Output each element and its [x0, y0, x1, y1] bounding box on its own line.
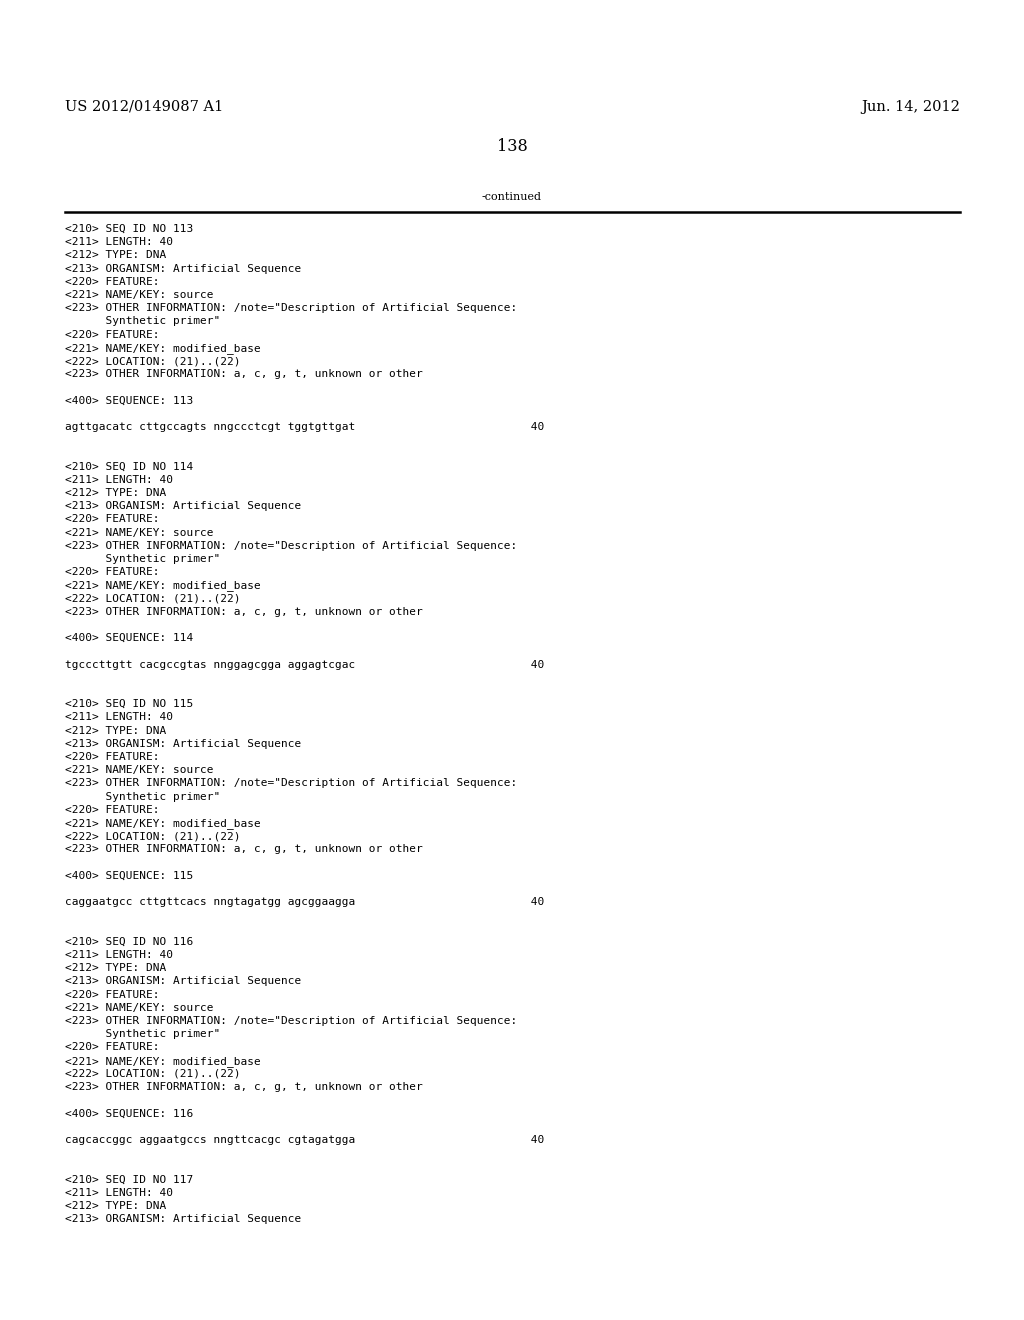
Text: Synthetic primer": Synthetic primer": [65, 792, 220, 801]
Text: <400> SEQUENCE: 115: <400> SEQUENCE: 115: [65, 871, 194, 880]
Text: <221> NAME/KEY: modified_base: <221> NAME/KEY: modified_base: [65, 818, 261, 829]
Text: Synthetic primer": Synthetic primer": [65, 1030, 220, 1039]
Text: <212> TYPE: DNA: <212> TYPE: DNA: [65, 726, 166, 735]
Text: <220> FEATURE:: <220> FEATURE:: [65, 1043, 160, 1052]
Text: <211> LENGTH: 40: <211> LENGTH: 40: [65, 950, 173, 960]
Text: <223> OTHER INFORMATION: a, c, g, t, unknown or other: <223> OTHER INFORMATION: a, c, g, t, unk…: [65, 607, 423, 616]
Text: <223> OTHER INFORMATION: a, c, g, t, unknown or other: <223> OTHER INFORMATION: a, c, g, t, unk…: [65, 370, 423, 379]
Text: <221> NAME/KEY: modified_base: <221> NAME/KEY: modified_base: [65, 343, 261, 354]
Text: <221> NAME/KEY: source: <221> NAME/KEY: source: [65, 290, 213, 300]
Text: 138: 138: [497, 139, 527, 154]
Text: -continued: -continued: [482, 191, 542, 202]
Text: Synthetic primer": Synthetic primer": [65, 554, 220, 564]
Text: <221> NAME/KEY: modified_base: <221> NAME/KEY: modified_base: [65, 1056, 261, 1067]
Text: <223> OTHER INFORMATION: /note="Description of Artificial Sequence:: <223> OTHER INFORMATION: /note="Descript…: [65, 1016, 517, 1026]
Text: <222> LOCATION: (21)..(22): <222> LOCATION: (21)..(22): [65, 832, 241, 841]
Text: <223> OTHER INFORMATION: a, c, g, t, unknown or other: <223> OTHER INFORMATION: a, c, g, t, unk…: [65, 845, 423, 854]
Text: <221> NAME/KEY: source: <221> NAME/KEY: source: [65, 1003, 213, 1012]
Text: <212> TYPE: DNA: <212> TYPE: DNA: [65, 964, 166, 973]
Text: <221> NAME/KEY: source: <221> NAME/KEY: source: [65, 766, 213, 775]
Text: cagcaccggc aggaatgccs nngttcacgc cgtagatgga                          40: cagcaccggc aggaatgccs nngttcacgc cgtagat…: [65, 1135, 544, 1144]
Text: <221> NAME/KEY: modified_base: <221> NAME/KEY: modified_base: [65, 581, 261, 591]
Text: <210> SEQ ID NO 117: <210> SEQ ID NO 117: [65, 1175, 194, 1184]
Text: <210> SEQ ID NO 115: <210> SEQ ID NO 115: [65, 700, 194, 709]
Text: <400> SEQUENCE: 116: <400> SEQUENCE: 116: [65, 1109, 194, 1118]
Text: <220> FEATURE:: <220> FEATURE:: [65, 805, 160, 814]
Text: <220> FEATURE:: <220> FEATURE:: [65, 330, 160, 339]
Text: <211> LENGTH: 40: <211> LENGTH: 40: [65, 1188, 173, 1197]
Text: <222> LOCATION: (21)..(22): <222> LOCATION: (21)..(22): [65, 356, 241, 366]
Text: <222> LOCATION: (21)..(22): <222> LOCATION: (21)..(22): [65, 1069, 241, 1078]
Text: <223> OTHER INFORMATION: /note="Description of Artificial Sequence:: <223> OTHER INFORMATION: /note="Descript…: [65, 304, 517, 313]
Text: Synthetic primer": Synthetic primer": [65, 317, 220, 326]
Text: <220> FEATURE:: <220> FEATURE:: [65, 515, 160, 524]
Text: <210> SEQ ID NO 114: <210> SEQ ID NO 114: [65, 462, 194, 471]
Text: <212> TYPE: DNA: <212> TYPE: DNA: [65, 251, 166, 260]
Text: <210> SEQ ID NO 116: <210> SEQ ID NO 116: [65, 937, 194, 946]
Text: caggaatgcc cttgttcacs nngtagatgg agcggaagga                          40: caggaatgcc cttgttcacs nngtagatgg agcggaa…: [65, 898, 544, 907]
Text: <213> ORGANISM: Artificial Sequence: <213> ORGANISM: Artificial Sequence: [65, 1214, 301, 1224]
Text: <211> LENGTH: 40: <211> LENGTH: 40: [65, 713, 173, 722]
Text: <400> SEQUENCE: 114: <400> SEQUENCE: 114: [65, 634, 194, 643]
Text: <223> OTHER INFORMATION: /note="Description of Artificial Sequence:: <223> OTHER INFORMATION: /note="Descript…: [65, 541, 517, 550]
Text: <213> ORGANISM: Artificial Sequence: <213> ORGANISM: Artificial Sequence: [65, 739, 301, 748]
Text: Jun. 14, 2012: Jun. 14, 2012: [861, 100, 961, 114]
Text: US 2012/0149087 A1: US 2012/0149087 A1: [65, 100, 223, 114]
Text: <212> TYPE: DNA: <212> TYPE: DNA: [65, 1201, 166, 1210]
Text: <213> ORGANISM: Artificial Sequence: <213> ORGANISM: Artificial Sequence: [65, 264, 301, 273]
Text: <213> ORGANISM: Artificial Sequence: <213> ORGANISM: Artificial Sequence: [65, 502, 301, 511]
Text: tgcccttgtt cacgccgtas nnggagcgga aggagtcgac                          40: tgcccttgtt cacgccgtas nnggagcgga aggagtc…: [65, 660, 544, 669]
Text: <220> FEATURE:: <220> FEATURE:: [65, 277, 160, 286]
Text: <220> FEATURE:: <220> FEATURE:: [65, 568, 160, 577]
Text: <223> OTHER INFORMATION: a, c, g, t, unknown or other: <223> OTHER INFORMATION: a, c, g, t, unk…: [65, 1082, 423, 1092]
Text: <221> NAME/KEY: source: <221> NAME/KEY: source: [65, 528, 213, 537]
Text: <211> LENGTH: 40: <211> LENGTH: 40: [65, 475, 173, 484]
Text: <223> OTHER INFORMATION: /note="Description of Artificial Sequence:: <223> OTHER INFORMATION: /note="Descript…: [65, 779, 517, 788]
Text: <400> SEQUENCE: 113: <400> SEQUENCE: 113: [65, 396, 194, 405]
Text: <220> FEATURE:: <220> FEATURE:: [65, 990, 160, 999]
Text: agttgacatc cttgccagts nngccctcgt tggtgttgat                          40: agttgacatc cttgccagts nngccctcgt tggtgtt…: [65, 422, 544, 432]
Text: <222> LOCATION: (21)..(22): <222> LOCATION: (21)..(22): [65, 594, 241, 603]
Text: <212> TYPE: DNA: <212> TYPE: DNA: [65, 488, 166, 498]
Text: <220> FEATURE:: <220> FEATURE:: [65, 752, 160, 762]
Text: <211> LENGTH: 40: <211> LENGTH: 40: [65, 238, 173, 247]
Text: <210> SEQ ID NO 113: <210> SEQ ID NO 113: [65, 224, 194, 234]
Text: <213> ORGANISM: Artificial Sequence: <213> ORGANISM: Artificial Sequence: [65, 977, 301, 986]
